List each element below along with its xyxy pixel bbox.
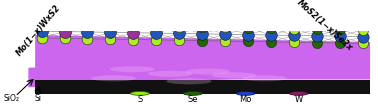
Point xyxy=(107,31,113,33)
Point xyxy=(337,42,343,44)
Ellipse shape xyxy=(185,68,231,74)
Point xyxy=(314,28,320,30)
Point xyxy=(130,39,136,40)
Point xyxy=(268,41,274,43)
Point xyxy=(153,25,160,27)
Point xyxy=(245,41,251,42)
Point xyxy=(39,30,45,32)
Point xyxy=(291,28,297,29)
Point xyxy=(337,29,343,30)
Text: SiO₂: SiO₂ xyxy=(4,94,20,103)
Point xyxy=(62,31,68,32)
Point xyxy=(314,42,320,43)
Point xyxy=(360,29,366,31)
Point xyxy=(245,34,251,36)
Circle shape xyxy=(183,91,202,95)
Circle shape xyxy=(236,91,255,95)
Point xyxy=(199,33,205,35)
Ellipse shape xyxy=(242,75,287,81)
Point xyxy=(84,31,90,33)
Point xyxy=(199,26,205,28)
Text: W: W xyxy=(294,95,303,104)
Point xyxy=(130,25,136,27)
Point xyxy=(222,27,228,28)
Point xyxy=(222,33,228,35)
Circle shape xyxy=(289,91,308,95)
Point xyxy=(39,24,45,25)
Polygon shape xyxy=(28,54,367,87)
Text: Se: Se xyxy=(187,95,198,104)
Point xyxy=(153,32,160,34)
Point xyxy=(360,42,366,44)
Polygon shape xyxy=(35,35,370,80)
Point xyxy=(84,38,90,40)
Text: MoS2(1−x)Se2x: MoS2(1−x)Se2x xyxy=(295,0,354,53)
Point xyxy=(39,37,45,39)
Polygon shape xyxy=(35,80,370,94)
Point xyxy=(268,34,274,36)
Point xyxy=(291,35,297,36)
Point xyxy=(176,39,182,41)
Text: Si: Si xyxy=(34,94,41,103)
Point xyxy=(291,41,297,43)
Point xyxy=(107,38,113,40)
Point xyxy=(176,33,182,34)
Point xyxy=(199,40,205,42)
Point xyxy=(62,24,68,26)
Point xyxy=(176,26,182,27)
Point xyxy=(222,40,228,42)
Point xyxy=(337,35,343,37)
Point xyxy=(360,36,366,37)
Text: Mo(1−x)WxS2: Mo(1−x)WxS2 xyxy=(15,3,63,58)
Point xyxy=(268,27,274,29)
Ellipse shape xyxy=(147,71,193,77)
Point xyxy=(107,25,113,26)
Circle shape xyxy=(130,91,149,95)
Ellipse shape xyxy=(212,72,257,78)
Point xyxy=(245,27,251,29)
Point xyxy=(153,39,160,41)
Point xyxy=(314,35,320,37)
Point xyxy=(84,24,90,26)
Ellipse shape xyxy=(166,78,212,84)
Point xyxy=(130,32,136,34)
Text: S: S xyxy=(137,95,143,104)
Ellipse shape xyxy=(110,66,155,72)
Text: Mo: Mo xyxy=(240,95,252,104)
Point xyxy=(62,38,68,39)
Ellipse shape xyxy=(91,75,136,81)
